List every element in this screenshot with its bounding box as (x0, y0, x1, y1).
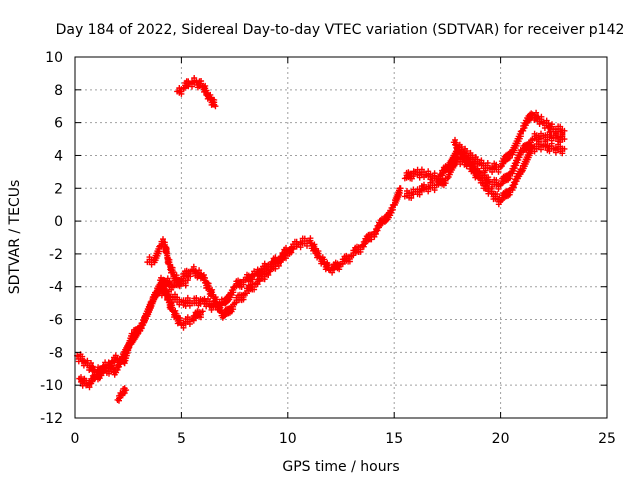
y-tick-label: -8 (49, 345, 63, 361)
series-sat-i (450, 129, 568, 192)
data-point-trace (489, 160, 502, 175)
data-point-trace (190, 308, 204, 324)
data-point (199, 308, 206, 315)
data-point (561, 136, 568, 143)
data-point-trace (265, 260, 279, 279)
data-point (212, 103, 219, 110)
x-tick-label: 20 (492, 431, 510, 447)
data-point-trace (244, 281, 258, 297)
data-point-trace (111, 355, 124, 378)
data-point-trace (119, 339, 133, 362)
data-point-trace (200, 272, 216, 299)
series-sat-a (74, 185, 404, 378)
x-axis-label: GPS time / hours (282, 459, 399, 475)
data-point (184, 277, 191, 284)
data-point-trace (176, 85, 185, 97)
data-point-trace (531, 109, 545, 127)
data-point-trace (254, 271, 268, 288)
data-point-trace (414, 181, 427, 198)
data-point-trace (164, 291, 176, 313)
x-tick-label: 15 (385, 431, 403, 447)
y-tick-label: -10 (40, 378, 63, 394)
data-point-trace (180, 314, 193, 331)
series-sat-e (174, 75, 219, 110)
data-point-trace (222, 301, 237, 318)
data-point-trace (233, 276, 247, 290)
y-tick-label: 2 (54, 181, 63, 197)
data-point (123, 387, 130, 394)
x-tick-label: 5 (177, 431, 186, 447)
axis-ticks: 0 5 10 15 20 25 -12 -10 -8 -6 -4 -2 0 2 4 6 8 10 (40, 50, 616, 447)
data-point-trace (222, 284, 237, 307)
data-point-trace (158, 236, 166, 250)
data-point-trace (189, 75, 198, 90)
data-point-trace (78, 374, 90, 389)
data-point-trace (499, 170, 513, 187)
data-point (561, 127, 568, 134)
grid (75, 57, 607, 418)
data-point-trace (158, 274, 169, 298)
data-point-trace (435, 175, 449, 189)
data-point-trace (520, 137, 534, 154)
y-tick-label: -6 (49, 313, 63, 329)
data-point-trace (233, 291, 247, 306)
y-tick-label: -4 (49, 280, 63, 296)
y-tick-label: 10 (45, 50, 63, 66)
y-tick-label: 6 (54, 116, 63, 132)
data-point-trace (509, 166, 524, 194)
data-point-trace (339, 252, 353, 268)
data-point-trace (194, 78, 205, 91)
y-tick-label: -12 (40, 411, 63, 427)
y-tick-label: 4 (54, 148, 63, 164)
x-tick-label: 0 (71, 431, 80, 447)
data-point-trace (190, 263, 204, 282)
data-point-trace (520, 110, 535, 134)
data-point-trace (166, 256, 178, 285)
chart-title: Day 184 of 2022, Sidereal Day-to-day VTE… (56, 22, 625, 38)
data-point-trace (191, 295, 204, 309)
series-sat-d (157, 274, 206, 331)
data-point-trace (478, 157, 491, 174)
data-point-trace (275, 250, 289, 269)
data-point-trace (318, 254, 332, 273)
y-tick-label: 0 (54, 214, 63, 230)
y-axis-label: SDTVAR / TECUs (7, 180, 23, 295)
series-sat-c (144, 236, 191, 290)
x-tick-label: 25 (598, 431, 616, 447)
data-point-trace (499, 186, 513, 203)
x-tick-label: 10 (279, 431, 297, 447)
data-point-trace (469, 160, 481, 177)
data-point-trace (460, 149, 473, 168)
data-point-trace (171, 307, 184, 327)
data-point-trace (489, 176, 502, 192)
data-point-trace (128, 326, 141, 347)
data-point-trace (207, 91, 218, 108)
data-point-trace (542, 129, 555, 144)
data-point-trace (161, 239, 172, 267)
data-point (284, 250, 291, 257)
plot-frame (74, 56, 608, 419)
data-point-trace (75, 351, 87, 369)
series-sat-b (76, 250, 291, 391)
data-point-trace (151, 243, 163, 266)
data-point-trace (478, 169, 492, 186)
data-point-trace (201, 295, 215, 313)
data-point-trace (552, 130, 566, 146)
data-point-trace (403, 168, 417, 182)
data-point-trace (307, 235, 322, 261)
y-tick-label: -2 (49, 247, 63, 263)
y-tick-label: 8 (54, 83, 63, 99)
data-points (74, 75, 568, 404)
data-point-trace (329, 259, 343, 276)
data-point-trace (519, 143, 535, 174)
data-point (397, 185, 404, 192)
data-point (561, 145, 568, 152)
data-point-trace (350, 243, 364, 259)
series-sat-f (114, 385, 130, 404)
data-point-trace (498, 150, 513, 169)
